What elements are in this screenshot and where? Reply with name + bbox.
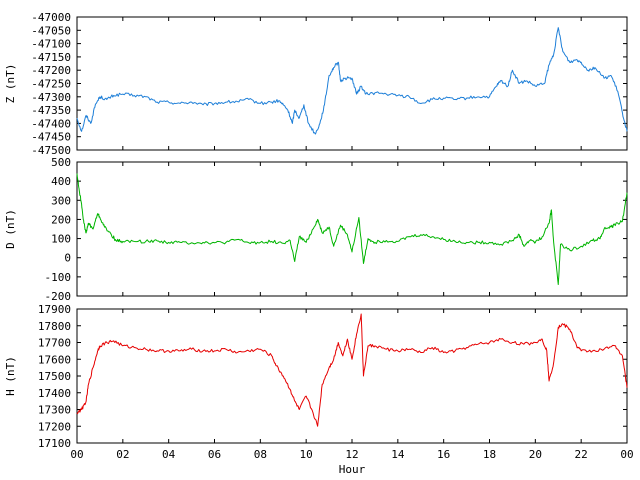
d-ytick-label: 200 [51,213,71,226]
z-ytick-label: -47150 [31,51,71,64]
h-xtick-label: 06 [208,448,221,461]
z-series-line [76,27,628,135]
z-ytick-label: -47300 [31,91,71,104]
h-y-axis-label: H (nT) [4,356,17,396]
h-xtick-label: 04 [162,448,176,461]
h-xtick-label: 16 [437,448,450,461]
z-ytick-label: -47050 [31,24,71,37]
d-panel: 500 400 300 200 100 0 -100 -200 D (nT) [4,156,628,303]
d-ytick-label: 100 [51,233,71,246]
h-series-line [76,313,628,427]
h-ytick-label: 17600 [38,353,71,366]
d-ytick-label: 0 [64,252,71,265]
x-axis-label: Hour [339,463,366,476]
z-ytick-label: -47000 [31,11,71,24]
z-y-axis-label: Z (nT) [4,64,17,104]
h-ytick-label: 17700 [38,337,71,350]
h-panel: 17900 17800 17700 17600 17500 17400 17300 17200… [4,303,634,476]
h-plot-frame [76,308,628,444]
d-ytick-label: 500 [51,156,71,169]
z-ytick-label: -47450 [31,131,71,144]
h-xtick-label: 02 [116,448,129,461]
h-ytick-label: 17500 [38,370,71,383]
d-plot-frame [76,161,628,297]
d-series-line [76,173,628,286]
d-ytick-label: 400 [51,175,71,188]
h-xtick-label: 14 [391,448,405,461]
z-ytick-label: -47100 [31,38,71,51]
d-ytick-label: -200 [45,290,72,303]
z-panel: -47000-47050-47100-47150-47200-47250-473… [4,11,628,157]
z-ytick-label: -47350 [31,104,71,117]
h-ytick-label: 17300 [38,404,71,417]
z-ytick-label: -47400 [31,117,71,130]
d-ytick-label: 300 [51,194,71,207]
h-xtick-label: 10 [300,448,313,461]
h-xtick-label: 20 [529,448,542,461]
h-xtick-label: 00 [70,448,83,461]
h-ytick-label: 17900 [38,303,71,316]
h-ytick-label: 17400 [38,387,71,400]
z-ytick-label: -47250 [31,78,71,91]
h-xtick-label: 22 [575,448,588,461]
h-ytick-label: 17200 [38,420,71,433]
h-ytick-label: 17100 [38,437,71,450]
z-ytick-label: -47200 [31,64,71,77]
h-xtick-label: 12 [345,448,358,461]
d-ytick-label: -100 [45,271,72,284]
d-y-axis-label: D (nT) [4,209,17,249]
h-xtick-label: 00 [620,448,633,461]
h-xtick-label: 08 [254,448,267,461]
h-ytick-label: 17800 [38,320,71,333]
h-xtick-label: 18 [483,448,496,461]
z-ytick-label: -47500 [31,144,71,157]
